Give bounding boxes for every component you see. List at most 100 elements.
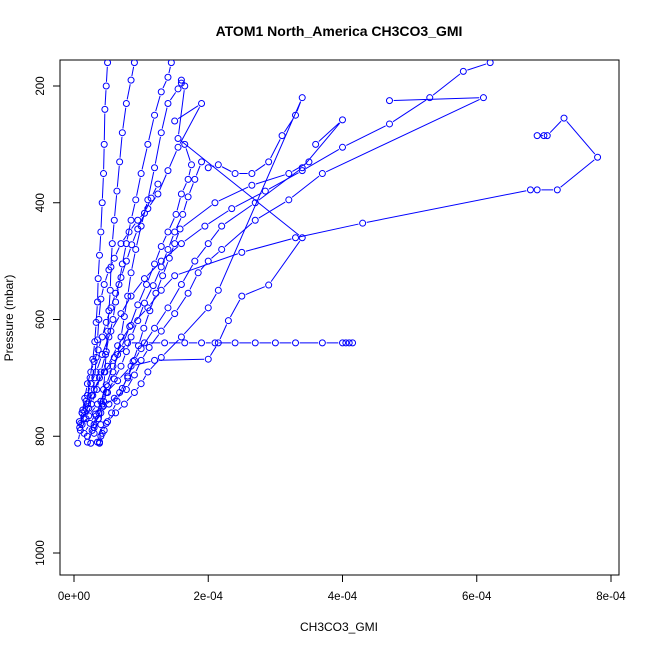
data-point	[146, 307, 154, 315]
data-point	[137, 356, 145, 364]
x-tick-label: 2e-04	[194, 591, 224, 603]
data-point	[151, 164, 159, 172]
data-point	[211, 199, 219, 207]
x-tick-label: 0e+00	[58, 591, 90, 603]
series-line	[100, 163, 306, 440]
data-point	[122, 348, 130, 356]
data-point	[459, 67, 467, 75]
data-point	[174, 85, 182, 93]
data-point	[251, 216, 259, 224]
data-point	[118, 129, 126, 137]
data-point	[102, 381, 110, 389]
data-point	[117, 345, 125, 353]
data-point	[214, 286, 222, 294]
data-point	[345, 339, 353, 347]
data-point	[125, 228, 133, 236]
data-point	[231, 170, 239, 178]
data-point	[204, 304, 212, 312]
data-point	[110, 375, 118, 383]
data-point	[285, 196, 293, 204]
data-point	[117, 240, 125, 248]
data-point	[86, 419, 94, 427]
data-point	[164, 228, 172, 236]
data-point	[181, 140, 189, 148]
x-tick-label: 4e-04	[328, 591, 358, 603]
data-point	[214, 339, 222, 347]
data-point	[117, 273, 125, 281]
data-point	[144, 368, 152, 376]
data-point	[165, 254, 173, 262]
data-point	[543, 132, 551, 140]
data-point	[114, 351, 122, 359]
data-point	[298, 234, 306, 242]
data-point	[132, 196, 140, 204]
data-point	[108, 240, 116, 248]
x-axis: 0e+00 2e-04 4e-04 6e-04 8e-04	[58, 574, 626, 603]
data-point	[214, 161, 222, 169]
data-point	[359, 219, 367, 227]
series-line	[85, 97, 480, 431]
data-point	[157, 243, 165, 251]
data-point	[228, 205, 236, 213]
data-point	[385, 97, 393, 105]
data-point	[140, 209, 148, 217]
data-point	[479, 94, 487, 102]
data-point	[184, 193, 192, 201]
data-point	[90, 429, 98, 437]
data-point	[124, 372, 132, 380]
y-axis: 200 400 600 800 1000	[35, 76, 61, 566]
data-point	[157, 263, 165, 271]
data-point	[145, 344, 153, 352]
data-point	[171, 240, 179, 248]
y-tick-label: 200	[35, 76, 47, 95]
data-point	[292, 339, 300, 347]
data-point	[204, 164, 212, 172]
data-point	[174, 143, 182, 151]
data-point	[177, 240, 185, 248]
data-point	[104, 60, 112, 67]
data-point	[94, 275, 102, 283]
data-point	[218, 245, 226, 253]
data-point	[94, 415, 102, 423]
data-point	[134, 225, 142, 233]
data-point	[154, 190, 162, 198]
data-point	[164, 167, 172, 175]
data-point	[171, 272, 179, 280]
data-point	[191, 257, 199, 265]
series-line	[81, 66, 108, 420]
data-point	[104, 327, 112, 335]
data-point	[533, 186, 541, 194]
data-point	[261, 187, 269, 195]
data-point	[77, 419, 85, 427]
data-point	[251, 339, 259, 347]
series-line	[88, 148, 192, 439]
data-point	[93, 298, 101, 306]
data-point	[104, 418, 112, 426]
data-point	[98, 333, 106, 341]
data-point	[112, 409, 120, 417]
data-point	[104, 362, 112, 370]
data-point	[177, 79, 185, 87]
data-point	[101, 368, 109, 376]
series-line	[89, 105, 200, 405]
data-point	[342, 339, 350, 347]
data-point	[81, 394, 89, 402]
data-point	[184, 175, 192, 183]
data-point	[98, 199, 106, 207]
data-point	[149, 282, 157, 290]
data-point	[118, 384, 126, 392]
data-point	[78, 421, 86, 429]
x-tick-label: 6e-04	[462, 591, 492, 603]
data-point	[265, 158, 273, 166]
data-point	[82, 415, 90, 423]
data-point	[201, 222, 209, 230]
data-point	[271, 339, 279, 347]
data-point	[171, 228, 179, 236]
x-tick-label: 8e-04	[596, 591, 626, 603]
data-point	[176, 225, 184, 233]
data-point	[100, 140, 108, 148]
data-point	[161, 339, 169, 347]
data-point	[140, 275, 148, 283]
series-line	[99, 66, 135, 438]
